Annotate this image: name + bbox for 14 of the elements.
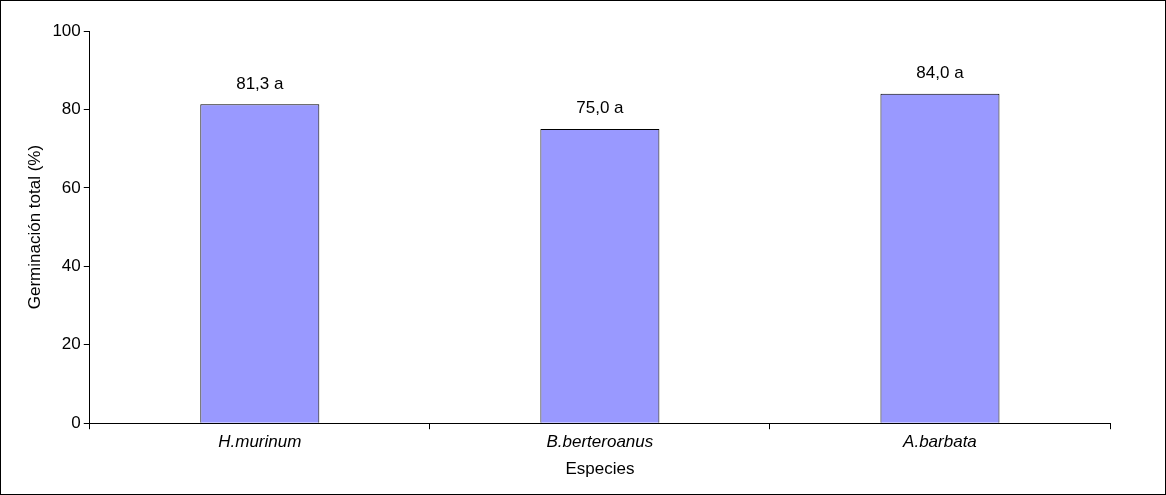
data-label: 75,0 a [576,98,625,118]
data-label: 81,3 a [236,73,284,93]
x-tick-label: H.murinum [218,432,302,452]
y-tick-label: 0 [71,412,81,432]
x-tick-label: B.berteroanus [546,432,654,452]
x-tick-label: A.barbata [902,432,977,452]
y-tick-label: 80 [61,99,81,119]
y-tick-label: 60 [61,177,81,197]
y-tick-label: 100 [52,20,81,40]
y-tick-label: 20 [61,334,81,354]
x-axis-title: Especies [565,459,635,479]
data-label: 84,0 a [916,62,965,82]
y-axis-title: Germinación total (%) [24,144,44,310]
y-tick-label: 40 [61,256,81,276]
